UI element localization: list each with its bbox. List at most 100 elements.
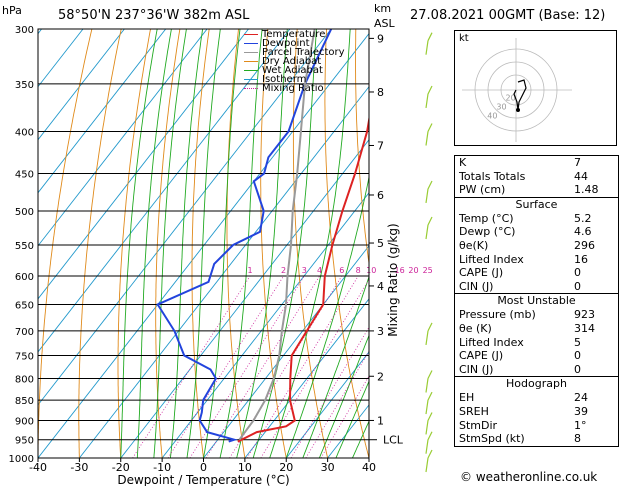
km-tick-label: 8 <box>377 86 384 99</box>
row-value: 7 <box>574 156 581 169</box>
row-value: 16 <box>574 252 588 266</box>
pressure-tick-label: 450 <box>15 169 34 180</box>
pressure-tick-label: 300 <box>15 25 34 36</box>
legend-swatch <box>244 61 258 62</box>
wet-adiabat-line <box>136 29 172 458</box>
right-axis-label: Mixing Ratio (g/kg) <box>386 223 400 336</box>
row-label: θe (K) <box>459 321 492 335</box>
row-label: CIN (J) <box>459 362 494 376</box>
wet-adiabat-line <box>219 29 263 458</box>
pressure-tick-label: 400 <box>15 128 34 139</box>
row-label: StmDir <box>459 418 498 432</box>
x-tick-label: -30 <box>70 461 88 474</box>
legend-label: Mixing Ratio <box>262 83 324 94</box>
hodograph-ring-label: 30 <box>496 103 506 112</box>
row-value: 314 <box>574 321 595 335</box>
legend-entry: Wet Adiabat <box>244 65 345 76</box>
km-label: km <box>374 2 392 15</box>
table-row: CAPE (J) 0 <box>455 266 618 280</box>
isotherm-line <box>79 85 369 458</box>
isotherm-line <box>161 191 369 458</box>
mixing-ratio-line <box>290 326 369 458</box>
unstable-title: Most Unstable <box>455 293 618 308</box>
pressure-tick-label: 350 <box>15 80 34 91</box>
hodograph-unit-label: kt <box>459 33 469 44</box>
legend-entry: Dry Adiabat <box>244 57 345 67</box>
row-value: 0 <box>574 349 581 363</box>
x-tick-label: -40 <box>29 461 47 474</box>
row-label: SREH <box>459 404 489 418</box>
wind-barb <box>425 123 433 146</box>
wet-adiabat-line <box>153 29 187 458</box>
mixing-ratio-label: 16 <box>395 266 405 275</box>
wet-adiabat-line <box>120 29 158 458</box>
hodograph-ring-label: 40 <box>487 112 497 121</box>
pressure-tick-label: 650 <box>15 301 34 312</box>
wind-barb <box>425 216 433 240</box>
row-value: 296 <box>574 238 595 252</box>
hodograph-ring-label: 20 <box>506 94 516 103</box>
row-label: EH <box>459 391 475 405</box>
row-value: 4.6 <box>574 225 592 239</box>
row-label: Temp (°C) <box>459 211 514 225</box>
wind-barb <box>425 370 433 393</box>
x-tick-label: -20 <box>112 461 130 474</box>
hodograph-table-title: Hodograph <box>455 376 618 391</box>
legend-entry: Mixing Ratio <box>244 83 345 94</box>
asl-label: ASL <box>374 17 395 30</box>
mixing-ratio-line <box>246 275 359 458</box>
legend-label: Isotherm <box>262 74 307 85</box>
mixing-ratio-line <box>132 275 251 458</box>
surface-title: Surface <box>455 196 618 212</box>
pressure-tick-label: 500 <box>15 207 34 218</box>
isotherm-line <box>285 351 369 458</box>
plot-area <box>38 29 629 458</box>
wind-barb <box>425 449 433 473</box>
pressure-tick-label: 800 <box>15 374 34 385</box>
legend-entry: Isotherm <box>244 74 345 85</box>
table-row: Dewp (°C) 4.6 <box>455 225 618 239</box>
legend-label: Dewpoint <box>262 38 310 49</box>
legend-entry: Temperature <box>244 30 345 40</box>
row-value: 0 <box>574 279 581 293</box>
table-row: SREH 39 <box>455 405 618 419</box>
table-row: CIN (J) 0 <box>455 363 618 377</box>
hodograph-frame <box>454 30 617 146</box>
row-label: PW (cm) <box>459 183 506 197</box>
wind-barb <box>425 391 433 415</box>
table-row: StmSpd (kt) 8 <box>455 432 618 446</box>
dry-adiabat-line <box>620 29 629 458</box>
row-value: 1.48 <box>574 183 599 197</box>
mixing-ratio-line <box>305 350 369 458</box>
km-tick-label: 6 <box>377 189 384 202</box>
row-value: 5.2 <box>574 211 592 225</box>
row-label: CIN (J) <box>459 279 494 293</box>
row-value: 0 <box>574 362 581 376</box>
mixing-ratio-label: 3 <box>302 266 307 275</box>
legend-label: Wet Adiabat <box>262 65 323 76</box>
legend-entry: Parcel Trajectory <box>244 48 345 58</box>
row-label: Lifted Index <box>459 335 524 349</box>
mixing-ratio-label: 25 <box>423 266 433 275</box>
table-row: θe (K) 314 <box>455 322 618 336</box>
datetime-title: 27.08.2021 00GMT (Base: 12) <box>410 8 606 23</box>
dry-adiabat-line <box>355 29 369 267</box>
wet-adiabat-line <box>318 334 369 458</box>
km-tick-label: 1 <box>377 414 384 427</box>
x-tick-label: 30 <box>321 461 335 474</box>
table-row: Totals Totals 44 <box>455 170 618 184</box>
row-label: Dewp (°C) <box>459 225 516 239</box>
legend-swatch <box>244 70 258 71</box>
row-label: Pressure (mb) <box>459 308 536 322</box>
mixing-ratio-line <box>260 278 369 458</box>
wind-barb <box>425 180 433 204</box>
wind-barb <box>425 431 433 454</box>
table-row: θe(K) 296 <box>455 239 618 253</box>
row-label: Totals Totals <box>459 169 526 183</box>
km-tick-label: 9 <box>377 32 384 45</box>
indices-panel: K 7 Totals Totals 44 PW (cm) 1.48 Surface Tem… <box>454 155 619 447</box>
pressure-tick-label: 850 <box>15 396 34 407</box>
pressure-tick-label: 600 <box>15 272 34 283</box>
